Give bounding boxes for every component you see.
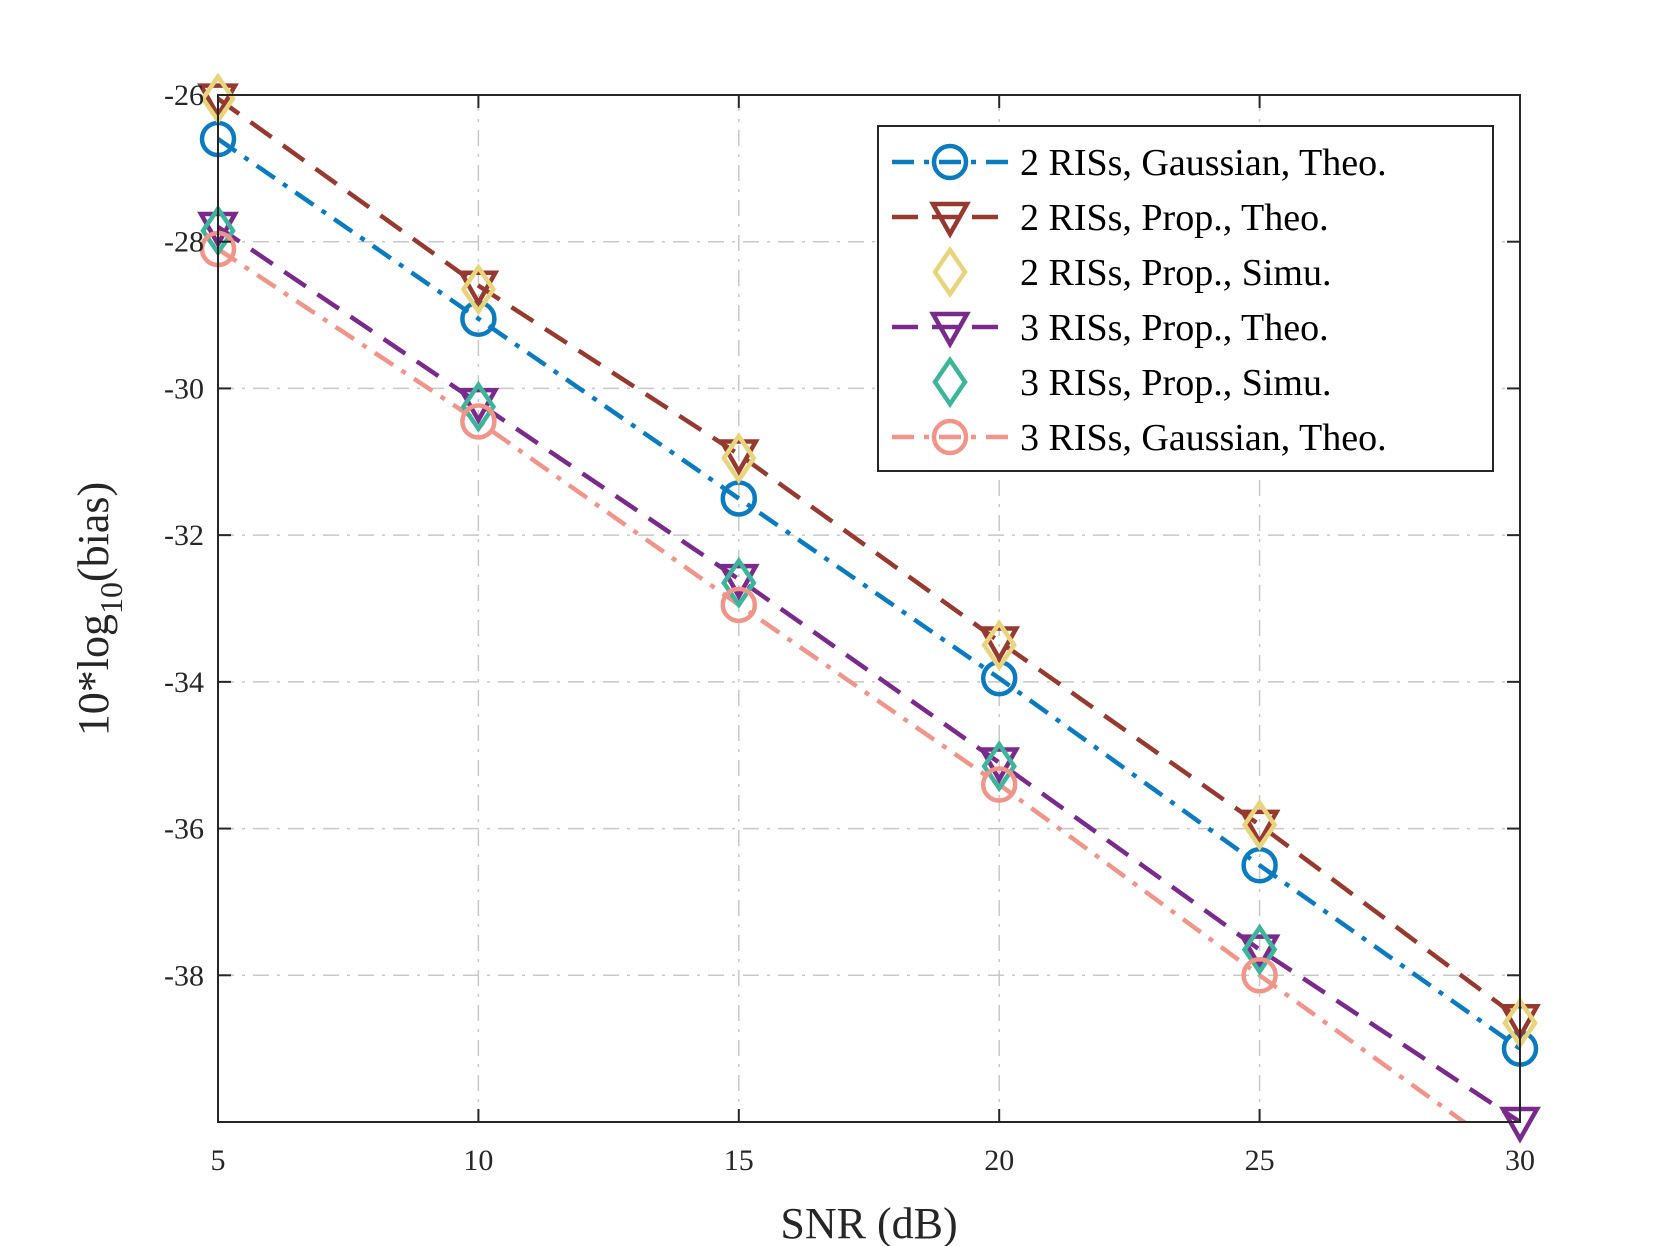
- x-tick-label: 20: [984, 1144, 1014, 1177]
- y-axis-title-main: 10*log: [69, 614, 118, 736]
- legend-marker-4: [929, 311, 971, 349]
- data-point-series-6: [720, 586, 758, 624]
- data-point-series-2: [457, 270, 500, 308]
- legend-label-1: 2 RISs, Gaussian, Theo.: [1020, 142, 1387, 184]
- data-point-series-6: [980, 766, 1018, 803]
- data-point-series-4: [978, 747, 1021, 785]
- y-axis-title: 10*log10(bias): [69, 482, 129, 736]
- x-tick-label: 25: [1245, 1144, 1275, 1177]
- data-point-series-5: [1241, 923, 1278, 976]
- x-tick-label: 5: [211, 1144, 226, 1177]
- data-point-series-2: [717, 439, 760, 477]
- legend-marker-1: [931, 143, 969, 181]
- y-tick-label: -36: [164, 813, 204, 846]
- data-point-series-2: [1238, 809, 1281, 847]
- data-point-series-5: [721, 556, 757, 609]
- data-point-series-4: [1238, 934, 1281, 972]
- series-line-1: [218, 137, 1520, 1051]
- plot-frame: [217, 94, 1521, 1123]
- data-point-series-5: [460, 380, 497, 433]
- axis-ticks: [217, 94, 1521, 1122]
- legend: 2 RISs, Gaussian, Theo. 2 RISs, Prop., Th…: [877, 125, 1494, 472]
- series-lines: [218, 96, 1520, 1122]
- legend-marker-5: [932, 356, 968, 408]
- y-tick-label: -34: [164, 666, 204, 699]
- y-tick-label: -38: [164, 959, 204, 992]
- data-point-series-5: [981, 740, 1017, 793]
- legend-label-4: 3 RISs, Prop., Theo.: [1020, 307, 1329, 349]
- data-point-series-6: [460, 403, 497, 440]
- legend-box: [877, 125, 1494, 472]
- y-tick-label: -30: [164, 372, 204, 405]
- data-point-series-3: [460, 263, 497, 316]
- y-tick-label: -26: [164, 79, 204, 112]
- legend-marker-6: [931, 418, 969, 456]
- x-tick-label: 10: [463, 1144, 493, 1177]
- x-tick-labels: 5 10 15 20 25 30: [211, 1144, 1536, 1177]
- y-tick-labels: -26 -28 -30 -32 -34 -36 -38: [164, 79, 204, 992]
- x-axis-title: SNR (dB): [780, 1199, 957, 1246]
- y-tick-label: -28: [164, 226, 204, 259]
- legend-label-6: 3 RISs, Gaussian, Theo.: [1020, 417, 1387, 459]
- series-line-4: [218, 225, 1520, 1122]
- data-point-series-2: [978, 626, 1021, 664]
- x-tick-label: 30: [1505, 1144, 1535, 1177]
- legend-label-3: 2 RISs, Prop., Simu.: [1020, 252, 1331, 294]
- y-axis-title-tail: (bias): [69, 482, 118, 582]
- x-tick-label: 15: [724, 1144, 754, 1177]
- legend-label-5: 3 RISs, Prop., Simu.: [1020, 362, 1331, 404]
- legend-marker-2: [929, 201, 971, 239]
- legend-marker-3: [932, 246, 968, 298]
- y-axis-title-subscript: 10: [93, 582, 129, 614]
- data-point-series-3: [981, 619, 1017, 672]
- legend-label-2: 2 RISs, Prop., Theo.: [1020, 197, 1329, 239]
- series-line-6: [218, 247, 1468, 1122]
- data-point-series-3: [1241, 798, 1278, 851]
- data-point-series-3: [721, 432, 757, 485]
- data-point-series-2: [197, 83, 239, 121]
- data-point-series-4: [457, 387, 500, 425]
- series-line-2: [218, 96, 1520, 1022]
- data-point-series-6: [1241, 957, 1278, 994]
- data-point-series-4: [717, 563, 760, 601]
- y-tick-label: -32: [164, 519, 204, 552]
